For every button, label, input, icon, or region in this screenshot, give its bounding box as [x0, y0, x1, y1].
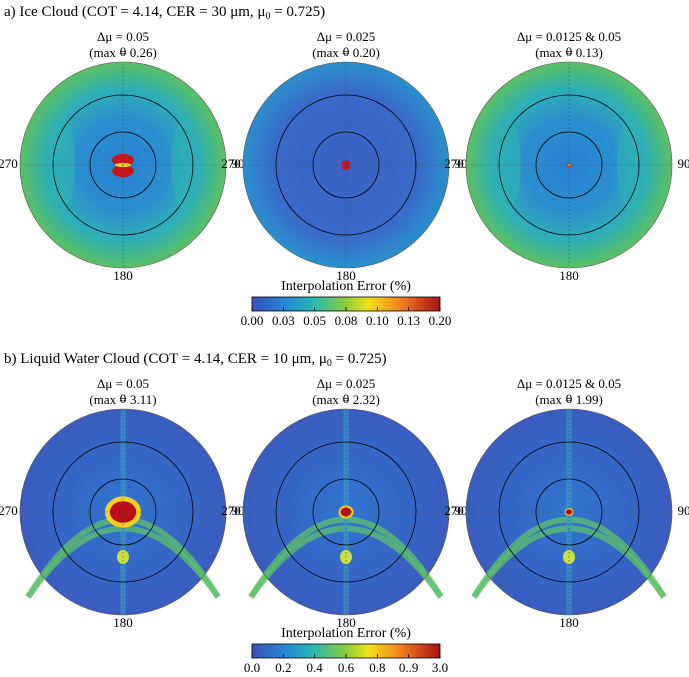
angle-label: 180: [113, 268, 133, 283]
panel-max: (max = 0.20): [312, 45, 380, 60]
hotspot: [341, 165, 351, 170]
panel-label: Δμ = 0.05: [97, 376, 149, 391]
panel-label: Δμ = 0.0125 & 0.05: [517, 29, 621, 44]
angle-label: 0: [343, 391, 350, 406]
colorbar-tick-label: 0.4: [307, 660, 324, 675]
angle-label: 90: [455, 156, 468, 171]
angle-label: 270: [444, 503, 464, 518]
title-part: = 0.725): [332, 351, 387, 367]
range-ring: [275, 94, 417, 236]
polar-outline: [465, 61, 673, 269]
colorbar-tick-label: 0.00: [241, 313, 264, 328]
angle-label: 0: [343, 44, 350, 59]
angle-label: 180: [559, 268, 579, 283]
range-ring: [52, 441, 194, 583]
polar-outline: [242, 61, 450, 269]
colorbar-tick-label: 0.03: [272, 313, 295, 328]
colorbar-label: Interpolation Error (%): [281, 626, 411, 641]
range-ring: [498, 94, 640, 236]
angle-label: 270: [444, 156, 464, 171]
range-ring: [275, 441, 417, 583]
hotspot: [341, 160, 351, 166]
angle-label: 0: [120, 44, 127, 59]
angle-label: 90: [232, 156, 245, 171]
colorbar-tick-label: 0.20: [429, 313, 452, 328]
angle-label: 0: [566, 391, 573, 406]
panel-label: Δμ = 0.025: [317, 376, 375, 391]
angle-label: 270: [0, 156, 18, 171]
colorbar-tick-label: 0.10: [366, 313, 389, 328]
panel-label: Δμ = 0.025: [317, 29, 375, 44]
title-part: b) Liquid Water Cloud (COT = 4.14, CER =…: [4, 351, 327, 367]
panel-label: Δμ = 0.05: [97, 29, 149, 44]
angle-label: 0: [120, 391, 127, 406]
polar-outline: [19, 408, 227, 616]
colorbar-tick-label: 0.05: [303, 313, 326, 328]
section-title: a) Ice Cloud (COT = 4.14, CER = 30 μm, μ…: [4, 4, 325, 22]
angle-label: 180: [559, 615, 579, 630]
angle-label: 270: [0, 503, 18, 518]
angle-label: 180: [336, 615, 356, 630]
polar-outline: [19, 61, 227, 269]
hotspot: [112, 165, 134, 177]
angle-label: 0: [566, 44, 573, 59]
angle-label: 90: [455, 503, 468, 518]
colorbar-tick-label: 3.0: [432, 660, 448, 675]
colorbar-tick-label: 0.6: [338, 660, 355, 675]
colorbar-tick-label: 0.08: [335, 313, 358, 328]
title-part: a) Ice Cloud (COT = 4.14, CER = 30 μm, μ: [4, 4, 265, 20]
panel-max: (max = 3.11): [89, 392, 156, 407]
angle-label: 90: [678, 156, 689, 171]
angle-label: 270: [221, 156, 241, 171]
title-part: = 0.725): [270, 4, 325, 20]
colorbar-tick-label: 0..9: [399, 660, 419, 675]
angle-label: 90: [232, 503, 245, 518]
section-title: b) Liquid Water Cloud (COT = 4.14, CER =…: [4, 351, 387, 369]
angle-label: 180: [113, 615, 133, 630]
panel-max: (max = 0.13): [535, 45, 603, 60]
colorbar-tick-label: 0.13: [397, 313, 420, 328]
colorbar-tick-label: 0.0: [244, 660, 260, 675]
range-ring: [52, 94, 194, 236]
title-part: 0: [265, 11, 270, 22]
colorbar-label: Interpolation Error (%): [281, 279, 411, 294]
range-ring: [498, 441, 640, 583]
colorbar-tick-label: 0.8: [369, 660, 385, 675]
panel-max: (max = 0.26): [89, 45, 157, 60]
angle-label: 270: [221, 503, 241, 518]
panel-max: (max = 2.32): [312, 392, 380, 407]
angle-label: 90: [678, 503, 689, 518]
panel-label: Δμ = 0.0125 & 0.05: [517, 376, 621, 391]
polar-outline: [465, 408, 673, 616]
title-part: 0: [327, 358, 332, 369]
polar-outline: [242, 408, 450, 616]
angle-label: 180: [336, 268, 356, 283]
colorbar-tick-label: 0.2: [275, 660, 291, 675]
panel-max: (max = 1.99): [535, 392, 603, 407]
